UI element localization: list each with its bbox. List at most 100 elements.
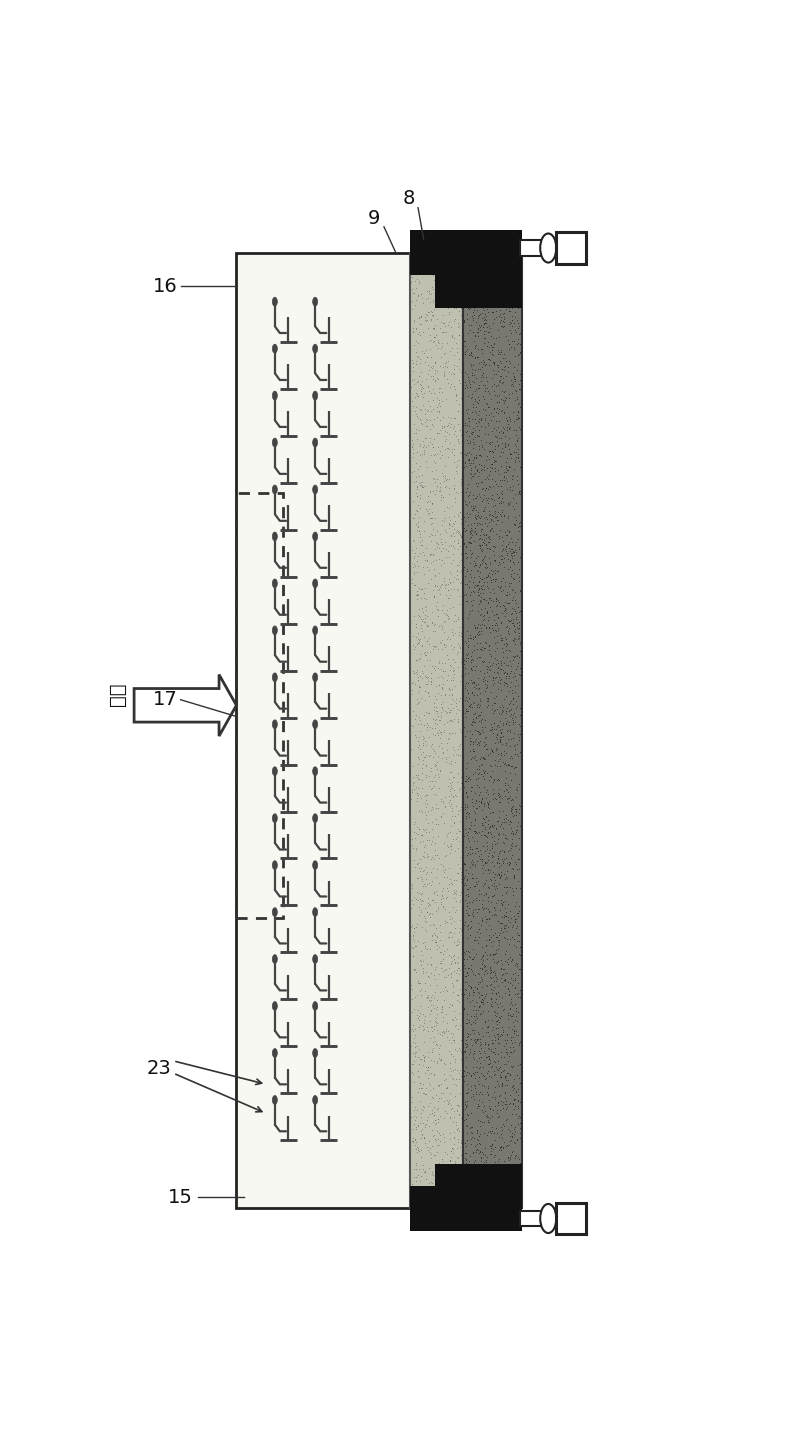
Point bbox=[447, 595, 460, 619]
Point bbox=[430, 322, 442, 346]
Point bbox=[493, 1138, 506, 1162]
Point bbox=[450, 958, 463, 982]
Point bbox=[502, 520, 515, 543]
Point bbox=[506, 1124, 518, 1147]
Point bbox=[506, 822, 519, 845]
Point bbox=[469, 1074, 482, 1098]
Point bbox=[411, 970, 424, 993]
Point bbox=[435, 617, 448, 640]
Point bbox=[502, 1117, 514, 1140]
Point bbox=[466, 903, 478, 926]
Point bbox=[496, 894, 509, 918]
Point bbox=[422, 892, 434, 915]
Point bbox=[450, 563, 463, 587]
Point bbox=[420, 303, 433, 327]
Point bbox=[444, 1149, 457, 1172]
Circle shape bbox=[313, 626, 318, 635]
Point bbox=[424, 382, 437, 405]
Point bbox=[414, 977, 427, 1000]
Point bbox=[420, 733, 433, 756]
Point bbox=[483, 347, 496, 370]
Point bbox=[441, 886, 454, 909]
Point bbox=[412, 584, 425, 607]
Point bbox=[438, 682, 451, 706]
Point bbox=[420, 794, 433, 817]
Point bbox=[498, 1170, 510, 1194]
Point bbox=[410, 404, 423, 427]
Point bbox=[506, 844, 518, 867]
Point bbox=[509, 600, 522, 623]
Point bbox=[492, 661, 505, 684]
Point bbox=[489, 587, 502, 610]
Point bbox=[417, 562, 430, 585]
Point bbox=[461, 1035, 474, 1059]
Point bbox=[445, 315, 458, 338]
Point bbox=[509, 514, 522, 537]
Point bbox=[461, 883, 474, 906]
Point bbox=[513, 450, 526, 473]
Point bbox=[490, 513, 502, 536]
Point bbox=[477, 315, 490, 338]
Point bbox=[494, 574, 507, 597]
Point bbox=[508, 279, 521, 302]
Point bbox=[494, 1135, 506, 1159]
Point bbox=[493, 1057, 506, 1080]
Point bbox=[428, 287, 441, 311]
Point bbox=[478, 1150, 490, 1173]
Point bbox=[475, 955, 488, 979]
Point bbox=[448, 636, 461, 659]
Point bbox=[486, 1133, 499, 1156]
Point bbox=[482, 1044, 494, 1067]
Point bbox=[473, 883, 486, 906]
Point bbox=[494, 454, 507, 478]
Point bbox=[466, 905, 479, 928]
Point bbox=[419, 855, 432, 878]
Point bbox=[460, 802, 473, 825]
Point bbox=[442, 309, 455, 333]
Point bbox=[454, 732, 466, 755]
Point bbox=[437, 934, 450, 957]
Point bbox=[483, 247, 496, 270]
Point bbox=[430, 386, 443, 409]
Point bbox=[413, 674, 426, 697]
Point bbox=[432, 260, 445, 283]
Point bbox=[495, 910, 508, 934]
Point bbox=[425, 507, 438, 530]
Point bbox=[490, 1056, 502, 1079]
Point bbox=[425, 874, 438, 897]
Point bbox=[502, 787, 515, 810]
Point bbox=[498, 434, 511, 457]
Point bbox=[476, 649, 489, 672]
Point bbox=[510, 1157, 523, 1180]
Point bbox=[458, 701, 471, 725]
Point bbox=[495, 694, 508, 717]
Point bbox=[492, 1022, 505, 1045]
Point bbox=[407, 928, 420, 951]
Point bbox=[425, 759, 438, 783]
Point bbox=[438, 1192, 450, 1215]
Point bbox=[433, 719, 446, 742]
Point bbox=[463, 523, 476, 546]
Point bbox=[466, 938, 479, 961]
Point bbox=[498, 247, 510, 270]
Point bbox=[489, 550, 502, 574]
Point bbox=[462, 816, 475, 839]
Bar bbox=[520, 240, 542, 256]
Point bbox=[494, 722, 507, 745]
Point bbox=[461, 796, 474, 819]
Point bbox=[479, 1143, 492, 1166]
Point bbox=[495, 469, 508, 492]
Point bbox=[498, 998, 510, 1021]
Point bbox=[445, 709, 458, 732]
Point bbox=[406, 889, 418, 912]
Point bbox=[454, 1167, 466, 1191]
Point bbox=[488, 437, 501, 460]
Point bbox=[489, 619, 502, 642]
Point bbox=[474, 315, 486, 338]
Point bbox=[443, 263, 456, 286]
Point bbox=[442, 360, 455, 383]
Point bbox=[479, 1150, 492, 1173]
Point bbox=[508, 457, 521, 481]
Point bbox=[471, 693, 484, 716]
Point bbox=[503, 838, 516, 861]
